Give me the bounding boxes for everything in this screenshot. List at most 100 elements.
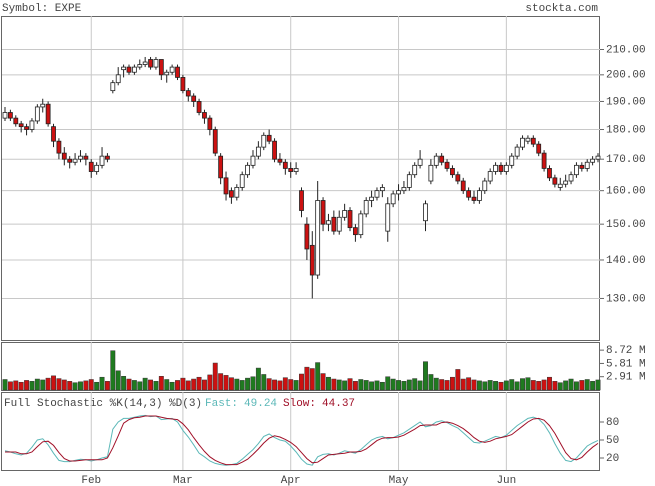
volume-bar	[552, 381, 558, 391]
volume-bar	[24, 380, 30, 391]
candle-body	[509, 155, 515, 166]
volume-bar	[439, 379, 445, 391]
volume-bar	[590, 381, 596, 391]
volume-bar	[153, 381, 159, 391]
volume-bar	[40, 379, 46, 391]
candle-body	[137, 64, 143, 68]
volume-bar	[277, 380, 283, 391]
volume-bar	[288, 379, 294, 391]
candle-body	[514, 146, 520, 157]
candle-body	[51, 126, 56, 142]
volume-bar	[142, 377, 148, 391]
y-tick-label: 80	[606, 417, 619, 429]
candle-body	[56, 140, 62, 154]
candle-body	[466, 190, 472, 198]
candle-body	[547, 168, 552, 179]
candle-body	[455, 174, 461, 182]
candle-body	[29, 120, 35, 130]
volume-bar	[234, 378, 240, 391]
volume-bar	[309, 368, 315, 391]
volume-bar	[482, 381, 488, 391]
volume-bar	[428, 374, 434, 391]
volume-bar	[2, 379, 8, 391]
y-tick-label: 180.00	[606, 124, 646, 136]
volume-bar	[34, 378, 40, 391]
volume-bar	[115, 370, 121, 391]
volume-bar	[72, 382, 78, 391]
candle-body	[439, 155, 445, 163]
candle-body	[207, 117, 213, 130]
volume-bar	[266, 378, 272, 391]
candle-body	[105, 155, 110, 160]
candle-body	[574, 164, 579, 176]
volume-bar	[169, 381, 175, 391]
y-tick-label: 210.00	[606, 44, 646, 56]
volume-bar	[61, 379, 67, 391]
volume-bar	[363, 380, 369, 391]
volume-bar	[412, 378, 418, 391]
volume-bar	[175, 380, 180, 391]
volume-bar	[460, 378, 466, 391]
candle-body	[61, 152, 67, 160]
volume-bar	[455, 369, 461, 391]
volume-bar	[293, 380, 299, 391]
candle-body	[493, 164, 498, 172]
volume-bar	[525, 377, 531, 391]
stochastic-line	[5, 415, 599, 466]
candle-body	[234, 187, 240, 198]
candle-body	[503, 164, 509, 172]
volume-bar	[595, 379, 601, 391]
candle-body	[40, 103, 46, 108]
candle-body	[417, 158, 423, 166]
volume-bar	[573, 381, 579, 391]
volume-bar	[487, 380, 493, 391]
candle-body	[266, 134, 272, 142]
volume-bar	[148, 379, 154, 391]
volume-bar	[320, 373, 326, 391]
candle-body	[202, 112, 207, 119]
volume-bar	[423, 361, 428, 391]
candle-body	[390, 193, 396, 205]
candle-body	[487, 171, 493, 182]
candle-body	[175, 66, 180, 78]
candle-body	[342, 210, 348, 218]
legend-name: Fast:	[205, 398, 238, 410]
volume-bar	[476, 380, 482, 391]
candle-body	[557, 183, 563, 188]
candle-body	[239, 174, 245, 188]
volume-bar	[347, 378, 353, 391]
volume-bar	[212, 362, 218, 391]
candle-body	[115, 74, 121, 84]
x-tick-label: Apr	[281, 475, 301, 486]
volume-bar	[530, 380, 536, 391]
candle-body	[326, 220, 331, 225]
y-tick-label: 140.00	[606, 255, 646, 267]
volume-bar	[94, 381, 100, 391]
candle-body	[293, 168, 299, 172]
candle-body	[45, 103, 51, 125]
stochastic-title: Full Stochastic %K(14,3) %D(3)	[4, 398, 202, 410]
volume-bar	[547, 376, 552, 391]
volume-bar	[56, 378, 62, 391]
candle-body	[24, 126, 29, 130]
candle-body	[94, 164, 100, 172]
volume-bar	[83, 380, 89, 391]
volume-bar	[13, 380, 19, 391]
candle-body	[423, 203, 428, 222]
x-tick-label: May	[389, 475, 409, 486]
volume-bar	[396, 380, 401, 391]
legend-value: 49.24	[244, 398, 277, 410]
volume-bar	[406, 379, 412, 391]
y-tick-label: 5.81 M	[606, 358, 646, 370]
volume-frame	[1, 342, 600, 391]
volume-bar	[390, 378, 396, 391]
volume-bar	[315, 362, 321, 391]
candle-body	[72, 158, 78, 163]
volume-bar	[584, 379, 590, 391]
volume-bar	[493, 381, 499, 391]
volume-bar	[342, 380, 348, 391]
y-tick-label: 8.72 M	[606, 345, 646, 357]
candle-body	[358, 213, 364, 236]
candle-body	[374, 190, 380, 198]
candle-body	[385, 203, 391, 232]
